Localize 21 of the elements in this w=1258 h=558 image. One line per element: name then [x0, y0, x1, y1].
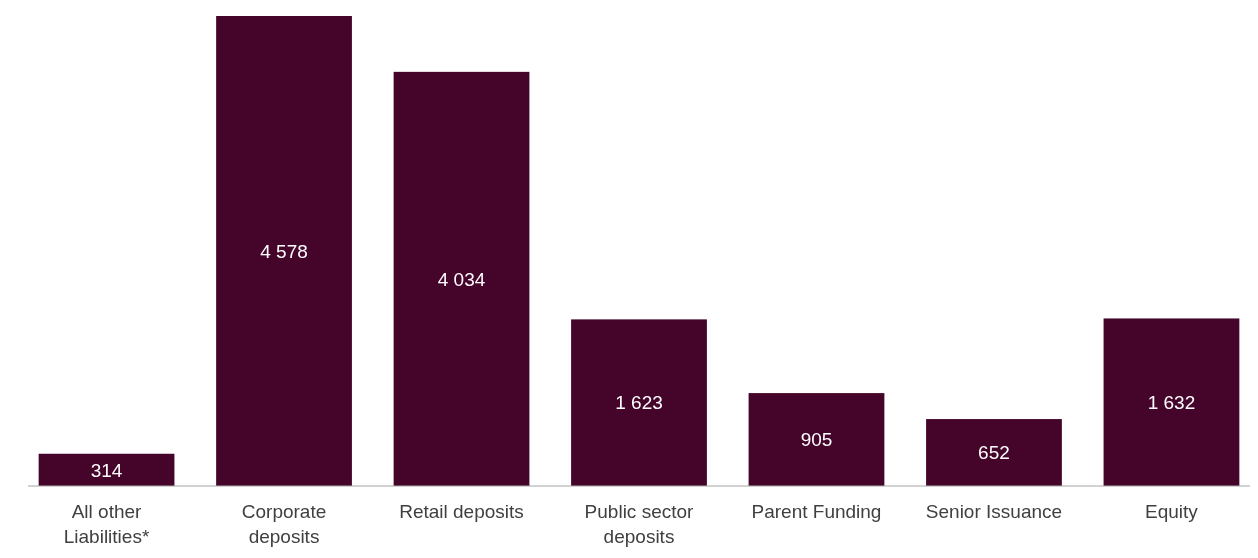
- x-tick-label: Corporate deposits: [241, 501, 327, 547]
- bar: [1103, 318, 1240, 486]
- x-tick-label: Public sector deposits: [584, 501, 695, 547]
- x-tick-label: Retail deposits: [399, 501, 524, 522]
- bar: [748, 393, 885, 486]
- x-tick-label: All other Liabilities*: [63, 501, 150, 547]
- data-label: 1 632: [1147, 391, 1196, 413]
- bar: [38, 453, 175, 486]
- x-tick-label: Equity: [1145, 501, 1199, 522]
- bar: [393, 71, 530, 486]
- data-label: 652: [978, 442, 1010, 464]
- bar: [216, 16, 352, 486]
- data-label: 1 623: [615, 392, 663, 414]
- data-label: 4 034: [437, 268, 486, 290]
- bar: [571, 319, 707, 486]
- x-tick-label: Senior Issuance: [925, 501, 1063, 522]
- data-label: 905: [800, 429, 833, 451]
- bar: [926, 419, 1062, 486]
- data-label: 4 578: [260, 240, 308, 262]
- x-tick-label: Parent Funding: [751, 501, 882, 522]
- data-label: 314: [90, 459, 123, 481]
